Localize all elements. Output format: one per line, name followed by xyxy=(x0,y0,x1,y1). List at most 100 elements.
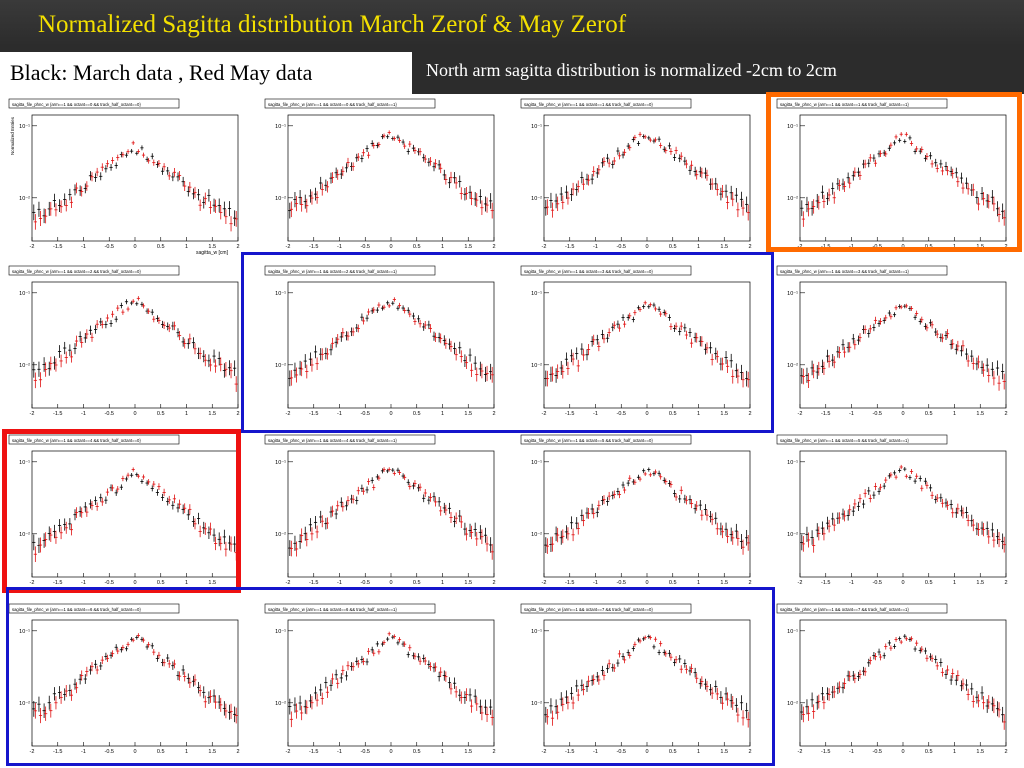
data-point xyxy=(920,646,924,653)
data-point xyxy=(418,320,422,328)
data-point xyxy=(341,166,345,177)
x-tick-label: 1.5 xyxy=(976,580,984,586)
data-point xyxy=(575,517,579,530)
data-point xyxy=(705,342,709,354)
x-tick-label: 0.5 xyxy=(669,411,677,417)
march-series xyxy=(800,634,1005,723)
data-point xyxy=(571,528,575,542)
x-tick-label: -1.5 xyxy=(309,749,318,755)
data-point xyxy=(705,509,709,521)
data-point xyxy=(480,363,484,379)
data-point xyxy=(294,196,299,212)
data-point xyxy=(392,297,396,302)
data-point xyxy=(561,195,565,210)
data-point xyxy=(841,682,845,694)
data-point xyxy=(856,501,861,511)
data-point xyxy=(49,356,53,371)
data-point xyxy=(959,680,964,692)
data-point xyxy=(33,214,37,230)
data-point xyxy=(213,359,218,373)
data-point xyxy=(616,320,620,328)
data-point xyxy=(83,333,87,343)
data-point xyxy=(403,641,407,647)
data-point xyxy=(908,135,912,141)
data-point xyxy=(736,368,740,384)
data-point xyxy=(428,157,432,166)
data-point xyxy=(992,532,996,548)
data-point xyxy=(397,137,402,143)
data-point xyxy=(600,158,605,168)
data-point xyxy=(606,333,610,343)
data-point xyxy=(346,157,350,167)
data-point xyxy=(700,676,704,687)
data-point xyxy=(458,175,462,188)
data-point xyxy=(469,525,474,540)
data-point xyxy=(222,529,226,545)
data-point xyxy=(152,316,156,323)
data-point xyxy=(899,464,903,470)
data-point xyxy=(124,299,129,305)
y-tick-label: 10⁻² xyxy=(275,532,286,538)
data-point xyxy=(566,527,570,541)
data-point xyxy=(387,130,391,135)
data-point xyxy=(617,490,622,499)
histogram-panel: sagitta_file_phnc_w {arm==1 && octant==2… xyxy=(262,264,508,422)
data-point xyxy=(483,527,488,543)
data-point xyxy=(202,521,206,534)
data-point xyxy=(564,690,569,704)
data-point xyxy=(607,659,611,668)
data-point xyxy=(356,486,360,495)
data-point xyxy=(324,676,328,689)
data-point xyxy=(997,531,1001,548)
x-tick-label: 1 xyxy=(441,749,444,755)
data-point xyxy=(997,702,1001,718)
data-point xyxy=(406,651,410,658)
panel-title: sagitta_file_phnc_w {arm==1 && octant==5… xyxy=(780,438,909,443)
data-point xyxy=(224,541,228,557)
data-point xyxy=(131,299,135,304)
data-point xyxy=(662,309,666,316)
x-tick-label: -1 xyxy=(849,411,854,417)
data-point xyxy=(683,494,687,504)
data-point xyxy=(303,354,307,369)
y-tick-label: 10⁻² xyxy=(19,701,30,707)
data-point xyxy=(330,505,335,517)
data-point xyxy=(313,515,318,529)
data-point xyxy=(669,323,673,331)
y-tick-label: 10⁻¹ xyxy=(531,629,542,635)
data-point xyxy=(473,356,477,371)
panel-title: sagitta_file_phnc_w {arm==1 && octant==3… xyxy=(780,269,909,274)
data-point xyxy=(827,188,831,202)
data-point xyxy=(918,475,922,482)
data-point xyxy=(401,305,405,311)
data-point xyxy=(918,647,922,654)
data-point xyxy=(720,525,725,539)
data-point xyxy=(341,327,345,338)
data-point xyxy=(628,652,632,659)
data-point xyxy=(648,472,652,478)
data-point xyxy=(709,510,713,523)
data-point xyxy=(361,317,366,325)
y-tick-label: 10⁻² xyxy=(787,363,798,369)
data-point xyxy=(183,338,187,349)
x-tick-label: -1 xyxy=(337,411,342,417)
x-tick-label: -1 xyxy=(81,244,86,250)
data-point xyxy=(877,648,881,656)
data-point xyxy=(612,664,616,672)
may-series xyxy=(289,297,494,386)
x-tick-label: 2 xyxy=(492,411,495,417)
may-series xyxy=(801,132,1006,227)
data-point xyxy=(806,705,811,721)
data-point xyxy=(458,341,462,354)
data-point xyxy=(59,691,63,704)
data-point xyxy=(334,167,338,178)
x-tick-label: -0.5 xyxy=(105,580,114,586)
data-point xyxy=(339,673,343,683)
data-point xyxy=(600,495,605,506)
data-point xyxy=(920,146,924,153)
data-point xyxy=(105,488,110,496)
data-point xyxy=(863,325,867,334)
x-tick-label: 1 xyxy=(441,580,444,586)
y-tick-label: 10⁻² xyxy=(531,701,542,707)
data-point xyxy=(981,696,986,710)
